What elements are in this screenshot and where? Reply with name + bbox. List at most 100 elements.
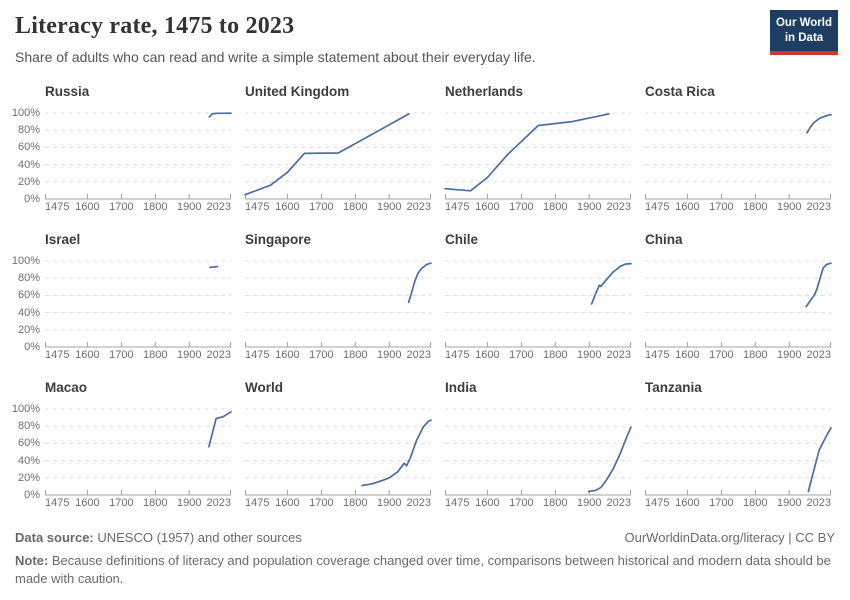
owid-logo[interactable]: Our World in Data [770,10,838,55]
plot-svg [645,408,832,496]
y-tick-label: 80% [17,272,40,285]
chart-title: Israel [45,232,81,247]
x-tick-label: 1475 [445,497,470,509]
plot-area: 0% 20% 40% 60% 80% 100% [12,255,231,353]
mini-chart-netherlands[interactable]: Netherlands 1475 1600 1700 1800 1900 2023 [444,84,631,216]
plot-svg [45,112,232,200]
chart-title: China [645,232,683,247]
plot-area [245,260,432,348]
plot-svg [245,408,432,496]
x-tick-label: 2023 [406,349,431,361]
x-tick-label: 2023 [806,201,831,213]
x-axis-labels: 1475 1600 1700 1800 1900 2023 [245,201,431,215]
data-line [806,113,832,134]
data-line [208,411,232,448]
mini-chart-china[interactable]: China 1475 1600 1700 1800 1900 2023 [645,232,832,364]
chart-title: Singapore [245,232,312,247]
x-tick-label: 1800 [143,497,168,509]
footer-note: Note: Because definitions of literacy an… [15,552,835,587]
mini-chart-chile[interactable]: Chile 1475 1600 1700 1800 1900 2023 [445,232,632,364]
data-line [444,113,610,192]
data-line [361,419,432,487]
rights-link[interactable]: OurWorldinData.org/literacy | CC BY [625,530,835,545]
plot-area [645,112,832,200]
x-tick-label: 2023 [806,349,831,361]
mini-chart-israel[interactable]: Israel 0% 20% 40% 60% 80% 100% 1475 1600 1700 1800… [12,232,231,364]
x-tick-label: 1700 [309,497,334,509]
owid-logo-line1: Our World [775,17,832,29]
page-title: Literacy rate, 1475 to 2023 [15,13,295,39]
data-line [208,112,232,118]
x-tick-label: 2023 [806,497,831,509]
plot-svg [445,408,632,496]
y-tick-label: 0% [24,193,40,205]
plot-svg [45,260,231,348]
x-tick-label: 1900 [777,349,802,361]
x-tick-label: 1800 [143,201,168,213]
mini-chart-russia[interactable]: Russia 0% 20% 40% 60% 80% 100% 1475 1600 1700 1800… [12,84,232,216]
owid-url[interactable]: OurWorldinData.org/literacy | CC BY [624,530,835,545]
x-tick-label: 1700 [709,349,734,361]
x-tick-label: 1600 [275,201,300,213]
y-tick-label: 40% [17,306,40,319]
x-tick-label: 1600 [475,201,500,213]
plot-area [445,408,632,496]
x-tick-label: 1800 [543,201,568,213]
x-tick-label: 1475 [45,201,70,213]
y-tick-label: 60% [17,289,40,302]
x-axis-labels: 1475 1600 1700 1800 1900 2023 [645,497,831,511]
x-tick-label: 1700 [109,497,134,509]
chart-title: Costa Rica [645,84,715,99]
x-tick-label: 1800 [743,349,768,361]
data-source: Data source: UNESCO (1957) and other sou… [15,530,302,545]
y-tick-label: 20% [17,471,40,484]
x-axis-labels: 1475 1600 1700 1800 1900 2023 [245,497,431,511]
x-tick-label: 1475 [445,349,470,361]
mini-chart-world[interactable]: World 1475 1600 1700 1800 1900 2023 [245,380,432,512]
x-tick-label: 1900 [577,201,602,213]
mini-chart-singapore[interactable]: Singapore 1475 1600 1700 1800 1900 2023 [245,232,432,364]
mini-chart-macao[interactable]: Macao 0% 20% 40% 60% 80% 100% 1475 1600 1700 1800 1… [12,380,232,512]
x-tick-label: 1475 [445,201,470,213]
x-tick-label: 1800 [143,349,168,361]
data-line [807,427,832,493]
chart-title: World [245,380,283,395]
x-axis-labels: 1475 1600 1700 1800 1900 2023 [245,349,431,363]
y-tick-label: 100% [11,403,40,415]
x-tick-label: 2023 [406,201,431,213]
mini-chart-united-kingdom[interactable]: United Kingdom 1475 1600 1700 1800 1900 2023 [244,84,431,216]
x-tick-label: 1475 [645,497,670,509]
x-tick-label: 2023 [406,497,431,509]
y-tick-label: 80% [17,420,40,433]
data-source-label: Data source: [15,530,94,545]
mini-chart-india[interactable]: India 1475 1600 1700 1800 1900 2023 [445,380,632,512]
plot-svg [645,260,832,348]
plot-area [444,112,631,200]
x-tick-label: 1600 [475,349,500,361]
x-tick-label: 1800 [343,349,368,361]
x-tick-label: 1600 [75,349,100,361]
x-tick-label: 1700 [709,497,734,509]
x-tick-label: 1900 [577,349,602,361]
page-subtitle: Share of adults who can read and write a… [15,49,536,65]
chart-title: India [445,380,477,395]
x-tick-label: 1900 [177,349,202,361]
chart-title: Tanzania [645,380,702,395]
y-tick-label: 20% [17,323,40,336]
data-line [407,262,432,304]
y-tick-label: 100% [11,107,40,119]
note-text: Because definitions of literacy and popu… [15,553,831,586]
x-tick-label: 2023 [206,349,231,361]
x-tick-label: 2023 [606,349,631,361]
x-axis-labels: 1475 1600 1700 1800 1900 2023 [645,201,831,215]
x-tick-label: 1900 [377,497,402,509]
mini-chart-costa-rica[interactable]: Costa Rica 1475 1600 1700 1800 1900 2023 [645,84,832,216]
plot-svg [245,260,432,348]
charts-grid: Russia 0% 20% 40% 60% 80% 100% 1475 1600 1700 1800… [12,84,832,512]
mini-chart-tanzania[interactable]: Tanzania 1475 1600 1700 1800 1900 2023 [645,380,832,512]
y-tick-label: 60% [17,141,40,154]
x-axis-labels: 1475 1600 1700 1800 1900 2023 [45,497,231,511]
plot-svg [45,408,232,496]
chart-title: Chile [445,232,479,247]
chart-title: Netherlands [445,84,524,99]
